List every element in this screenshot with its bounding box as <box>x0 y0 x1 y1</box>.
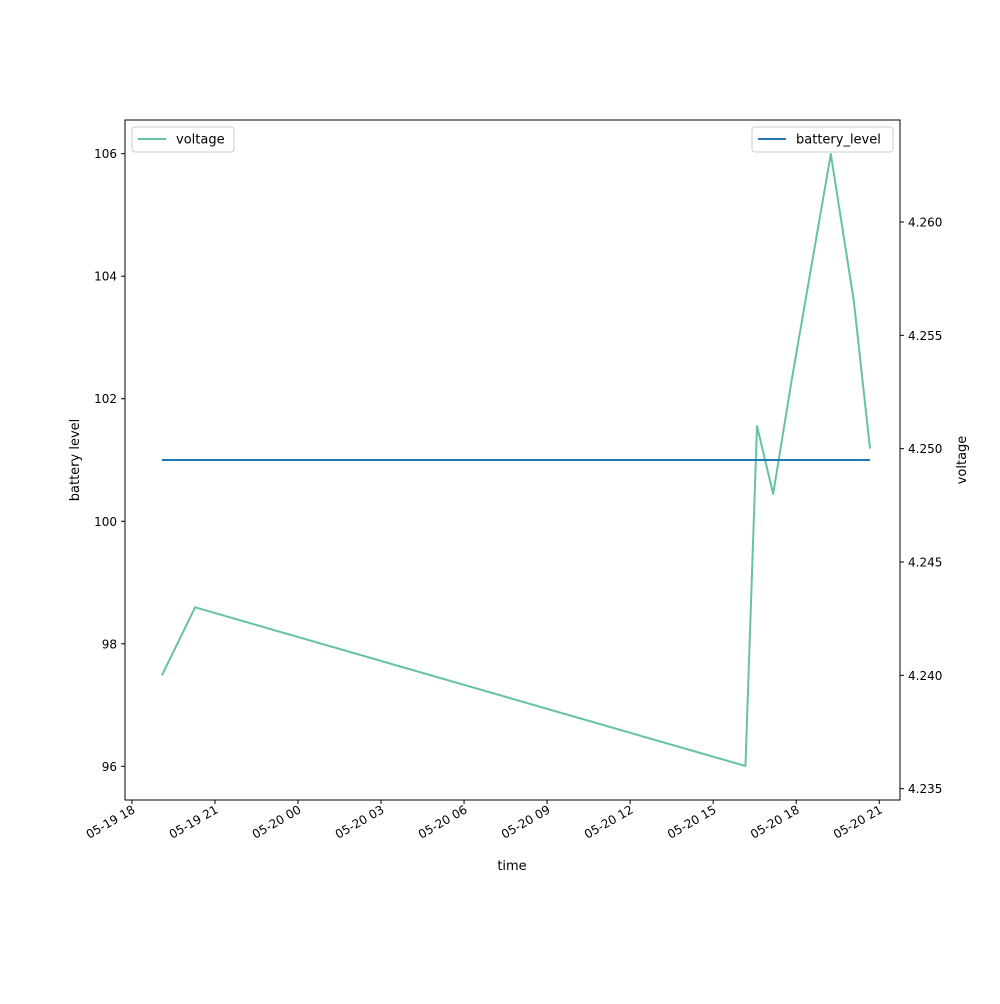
left-y-tick-label: 102 <box>94 392 117 406</box>
legend-box <box>751 126 894 153</box>
right-y-tick-label: 4.235 <box>908 782 942 796</box>
series-line-voltage <box>161 153 872 767</box>
left-y-tick-label: 96 <box>102 760 117 774</box>
right-y-tick-label: 4.245 <box>908 556 942 570</box>
right-y-axis-title: voltage <box>955 436 970 485</box>
left-y-tick-label: 98 <box>102 637 117 651</box>
series-layer <box>161 153 872 767</box>
x-axis-title: time <box>497 859 526 874</box>
legend-voltage: voltage <box>131 126 235 153</box>
left-y-axis-ticks: 96 98 100 102 104 106 <box>94 147 125 774</box>
right-y-axis-ticks: 4.235 4.240 4.245 4.250 4.255 4.260 <box>900 216 942 796</box>
legend-label: voltage <box>176 133 225 148</box>
left-y-tick-label: 104 <box>94 270 117 284</box>
legend-battery-level: battery_level <box>751 126 894 153</box>
right-y-tick-label: 4.255 <box>908 329 942 343</box>
right-y-tick-label: 4.260 <box>908 216 942 230</box>
left-y-axis-title: battery level <box>68 419 83 502</box>
right-y-tick-label: 4.250 <box>908 442 942 456</box>
right-y-tick-label: 4.240 <box>908 669 942 683</box>
legend-box <box>131 126 235 153</box>
legend-label: battery_level <box>796 133 881 148</box>
left-y-tick-label: 100 <box>94 515 117 529</box>
plot-frame <box>124 119 901 801</box>
left-y-tick-label: 106 <box>94 147 117 161</box>
